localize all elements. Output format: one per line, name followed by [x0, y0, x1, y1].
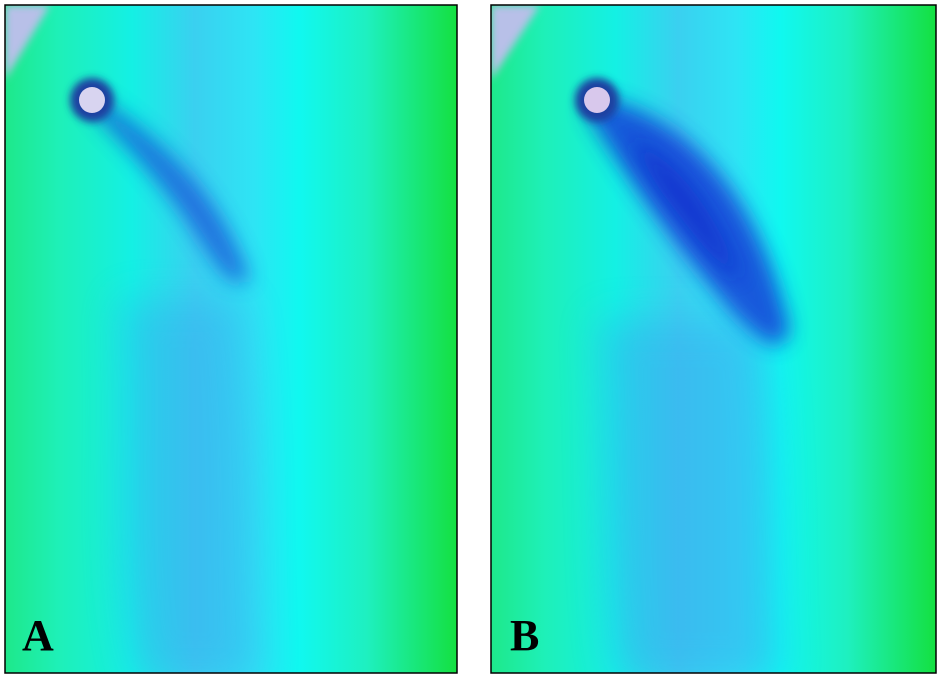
- panel-b-image: [491, 5, 936, 675]
- panel-label: B: [510, 611, 539, 660]
- figure: A B: [0, 0, 938, 675]
- panel-a-image: [5, 5, 457, 675]
- panel-label: A: [22, 611, 54, 660]
